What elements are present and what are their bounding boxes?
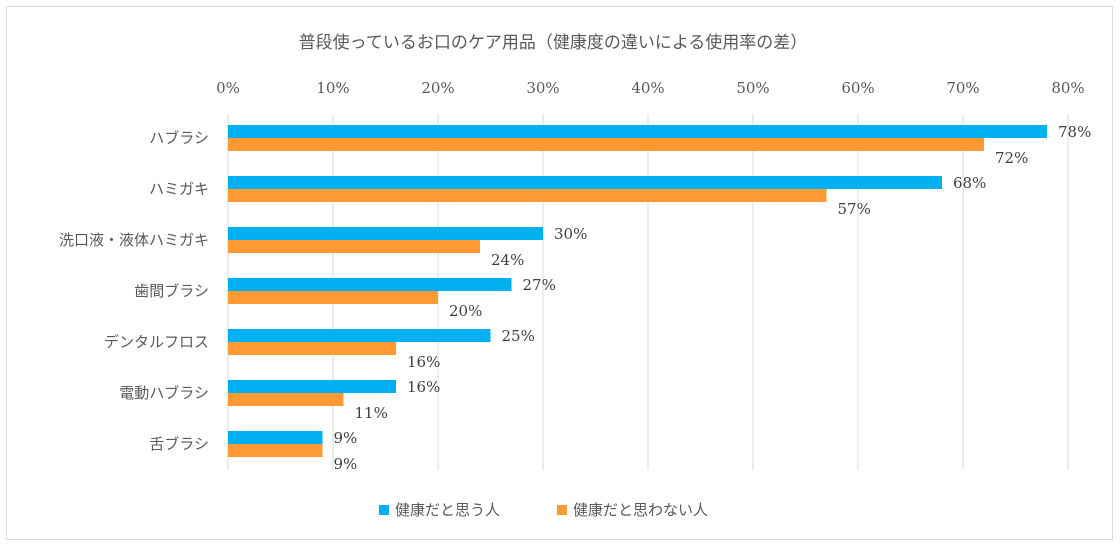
gridlines [227, 114, 1069, 470]
x-tick-label: 20% [421, 79, 454, 97]
data-label: 68% [953, 174, 986, 192]
bar-healthy [228, 431, 323, 444]
x-tick-label: 10% [316, 79, 349, 97]
bar-not-healthy [228, 444, 323, 457]
bar-healthy [228, 329, 491, 342]
category-label: 舌ブラシ [149, 435, 209, 453]
bars [228, 125, 1047, 457]
category-label: 歯間ブラシ [134, 282, 209, 300]
bar-not-healthy [228, 138, 984, 151]
data-label: 9% [334, 455, 358, 473]
x-tick-label: 60% [841, 79, 874, 97]
x-tick-label: 40% [631, 79, 664, 97]
x-tick-label: 70% [946, 79, 979, 97]
x-axis-ticks: 0% 10% 20% 30% 40% 50% 60% 70% 80% [216, 79, 1085, 97]
data-label: 9% [334, 429, 358, 447]
data-label: 30% [554, 225, 587, 243]
bar-not-healthy [228, 240, 480, 253]
category-label: 洗口液・液体ハミガキ [59, 231, 209, 249]
bar-healthy [228, 278, 512, 291]
x-tick-label: 0% [216, 79, 240, 97]
x-tick-label: 30% [526, 79, 559, 97]
bar-not-healthy [228, 291, 438, 304]
chart-frame [6, 6, 1113, 540]
data-label: 20% [449, 302, 482, 320]
legend-swatch [379, 505, 389, 515]
data-label: 78% [1058, 123, 1091, 141]
bar-healthy [228, 380, 396, 393]
chart-title: 普段使っているお口のケア用品（健康度の違いによる使用率の差） [299, 32, 808, 53]
x-tick-label: 50% [736, 79, 769, 97]
data-label: 72% [995, 149, 1028, 167]
data-label: 16% [407, 378, 440, 396]
data-label: 57% [838, 200, 871, 218]
category-label: ハミガキ [149, 180, 209, 198]
legend-swatch [557, 505, 567, 515]
legend-label: 健康だと思う人 [395, 501, 500, 519]
data-labels: 78% 72% 68% 57% 30% 24% 27% 20% 25% 16% 16% 11% 9% 9% [334, 123, 1092, 473]
category-label: ハブラシ [149, 129, 209, 147]
bar-healthy [228, 176, 942, 189]
data-label: 11% [355, 404, 388, 422]
data-label: 16% [407, 353, 440, 371]
data-label: 27% [523, 276, 556, 294]
data-label: 24% [491, 251, 524, 269]
bar-not-healthy [228, 189, 827, 202]
category-label: 電動ハブラシ [119, 384, 209, 402]
legend: 健康だと思う人 健康だと思わない人 [379, 501, 708, 519]
data-label: 25% [502, 327, 535, 345]
bar-not-healthy [228, 393, 344, 406]
category-label: デンタルフロス [104, 333, 209, 351]
bar-healthy [228, 125, 1047, 138]
bar-healthy [228, 227, 543, 240]
legend-label: 健康だと思わない人 [573, 501, 708, 519]
bar-not-healthy [228, 342, 396, 355]
x-tick-label: 80% [1051, 79, 1084, 97]
